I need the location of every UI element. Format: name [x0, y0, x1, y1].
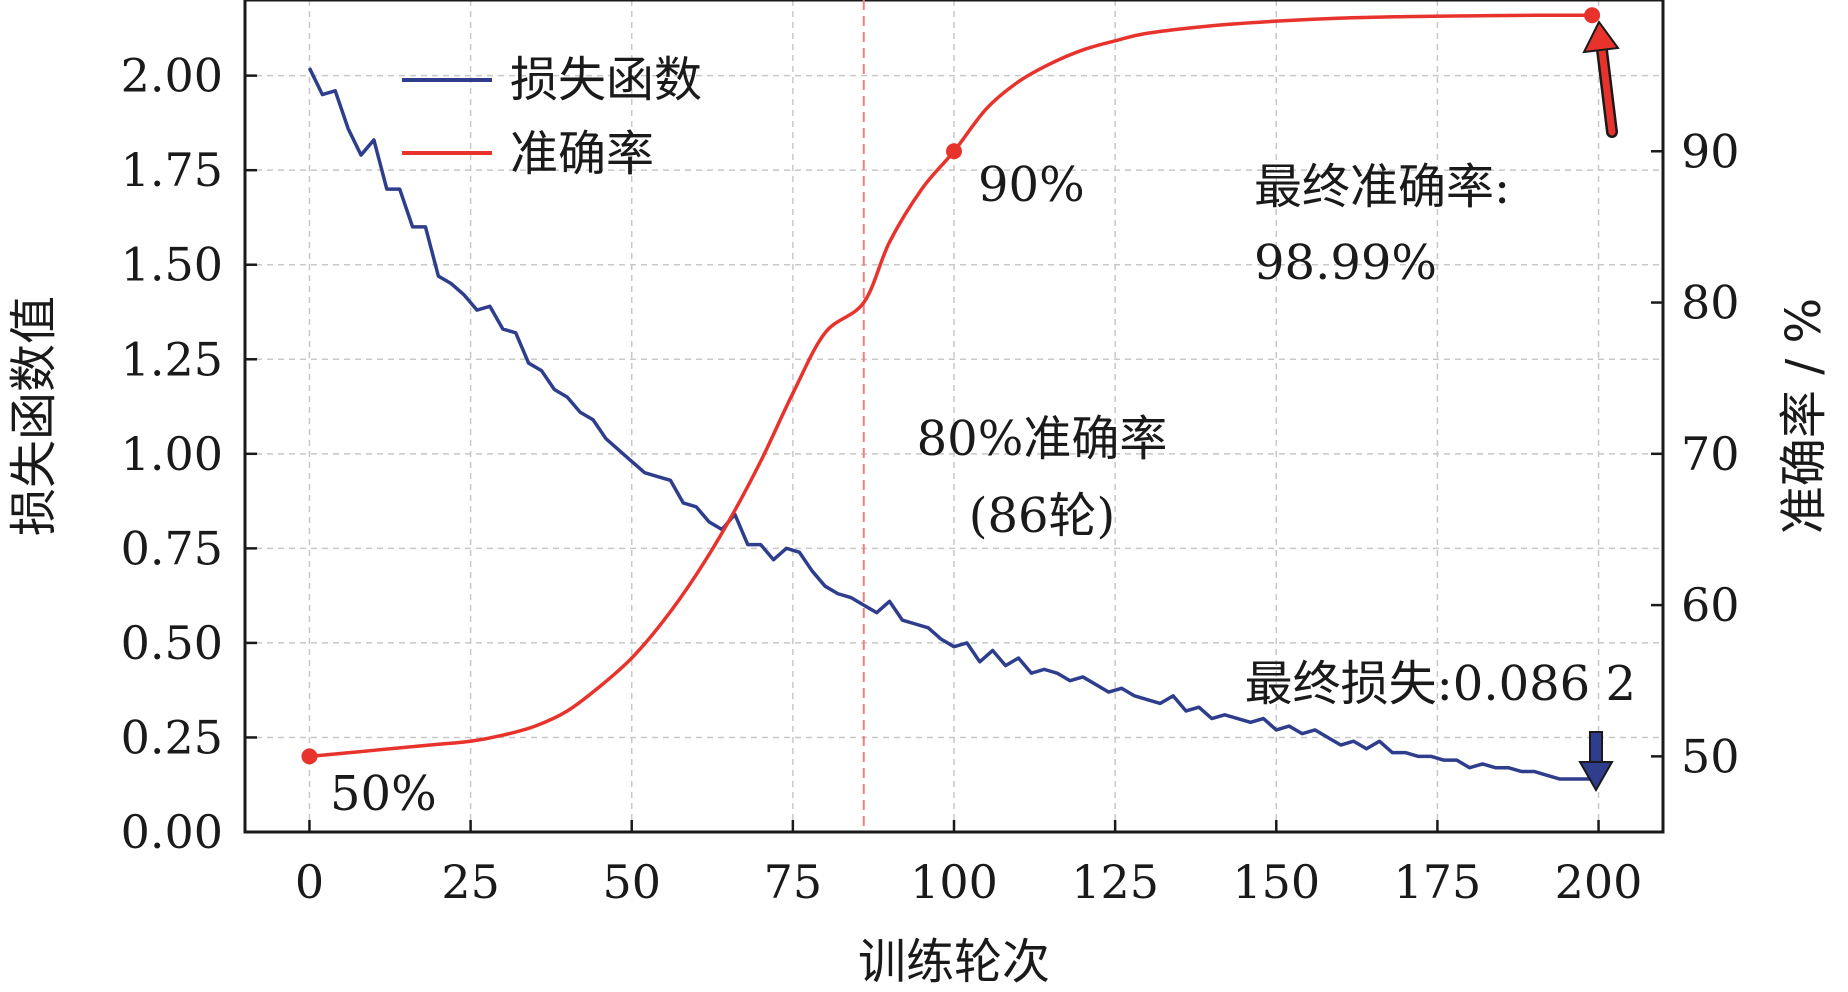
y-left-tick-label: 0.50	[121, 616, 223, 670]
markers	[301, 7, 1601, 765]
y-right-tick-label: 70	[1681, 427, 1740, 481]
y-left-axis-title: 损失函数值	[6, 296, 62, 536]
x-tick-label: 200	[1555, 855, 1643, 909]
y-right-tick-label: 50	[1681, 729, 1740, 783]
x-axis-title: 训练轮次	[858, 934, 1050, 990]
label-90-percent: 90%	[978, 157, 1085, 213]
label-50-percent: 50%	[330, 766, 437, 822]
y-right-tick-label: 90	[1681, 124, 1740, 178]
x-tick-label: 175	[1394, 855, 1482, 909]
legend-label-loss: 损失函数	[510, 52, 702, 108]
y-right-axis-title: 准确率 / %	[1776, 298, 1832, 534]
arrow-final-accuracy	[1582, 20, 1620, 138]
accuracy-marker	[301, 748, 318, 765]
y-right-tick-label: 80	[1681, 276, 1740, 330]
y-right-tick-label: 60	[1681, 578, 1740, 632]
legend: 损失函数 准确率	[402, 52, 702, 182]
x-tick-label: 75	[764, 855, 823, 909]
loss-series-line	[307, 67, 1593, 781]
annotation-final-loss: 最终损失:0.086 2	[1245, 656, 1636, 712]
legend-label-accuracy: 准确率	[510, 126, 654, 182]
accuracy-marker	[946, 143, 962, 160]
y-left-tick-label: 1.00	[121, 427, 223, 481]
y-left-tick-label: 0.75	[121, 521, 223, 575]
y-left-tick-label: 2.00	[121, 49, 223, 103]
annotation-86-epochs: (86轮)	[969, 488, 1116, 544]
x-tick-label: 25	[441, 855, 500, 909]
accuracy-series-line	[309, 13, 1593, 759]
y-left-tick-label: 0.00	[121, 805, 223, 859]
grid-lines	[245, 0, 1663, 833]
y-left-tick-label: 1.50	[121, 238, 223, 292]
annotation-final-accuracy-title: 最终准确率:	[1254, 159, 1510, 215]
annotation-80-accuracy: 80%准确率	[917, 411, 1168, 467]
x-tick-label: 125	[1071, 855, 1159, 909]
annotation-final-accuracy-value: 98.99%	[1254, 235, 1437, 291]
x-tick-label: 50	[602, 855, 661, 909]
accuracy-marker	[1584, 7, 1601, 24]
y-left-tick-label: 1.25	[121, 332, 223, 386]
series-lines	[307, 13, 1593, 781]
y-left-tick-label: 0.25	[121, 710, 223, 764]
y-left-tick-label: 1.75	[121, 143, 223, 197]
axis-ticks: 0 25 50 75 100 125 150 175 200 0.00 0.25 0.50 0.75 1.…	[121, 49, 1740, 909]
x-tick-label: 100	[910, 855, 998, 909]
arrow-final-loss	[1578, 731, 1614, 793]
x-tick-label: 0	[295, 855, 324, 909]
x-tick-label: 150	[1232, 855, 1320, 909]
